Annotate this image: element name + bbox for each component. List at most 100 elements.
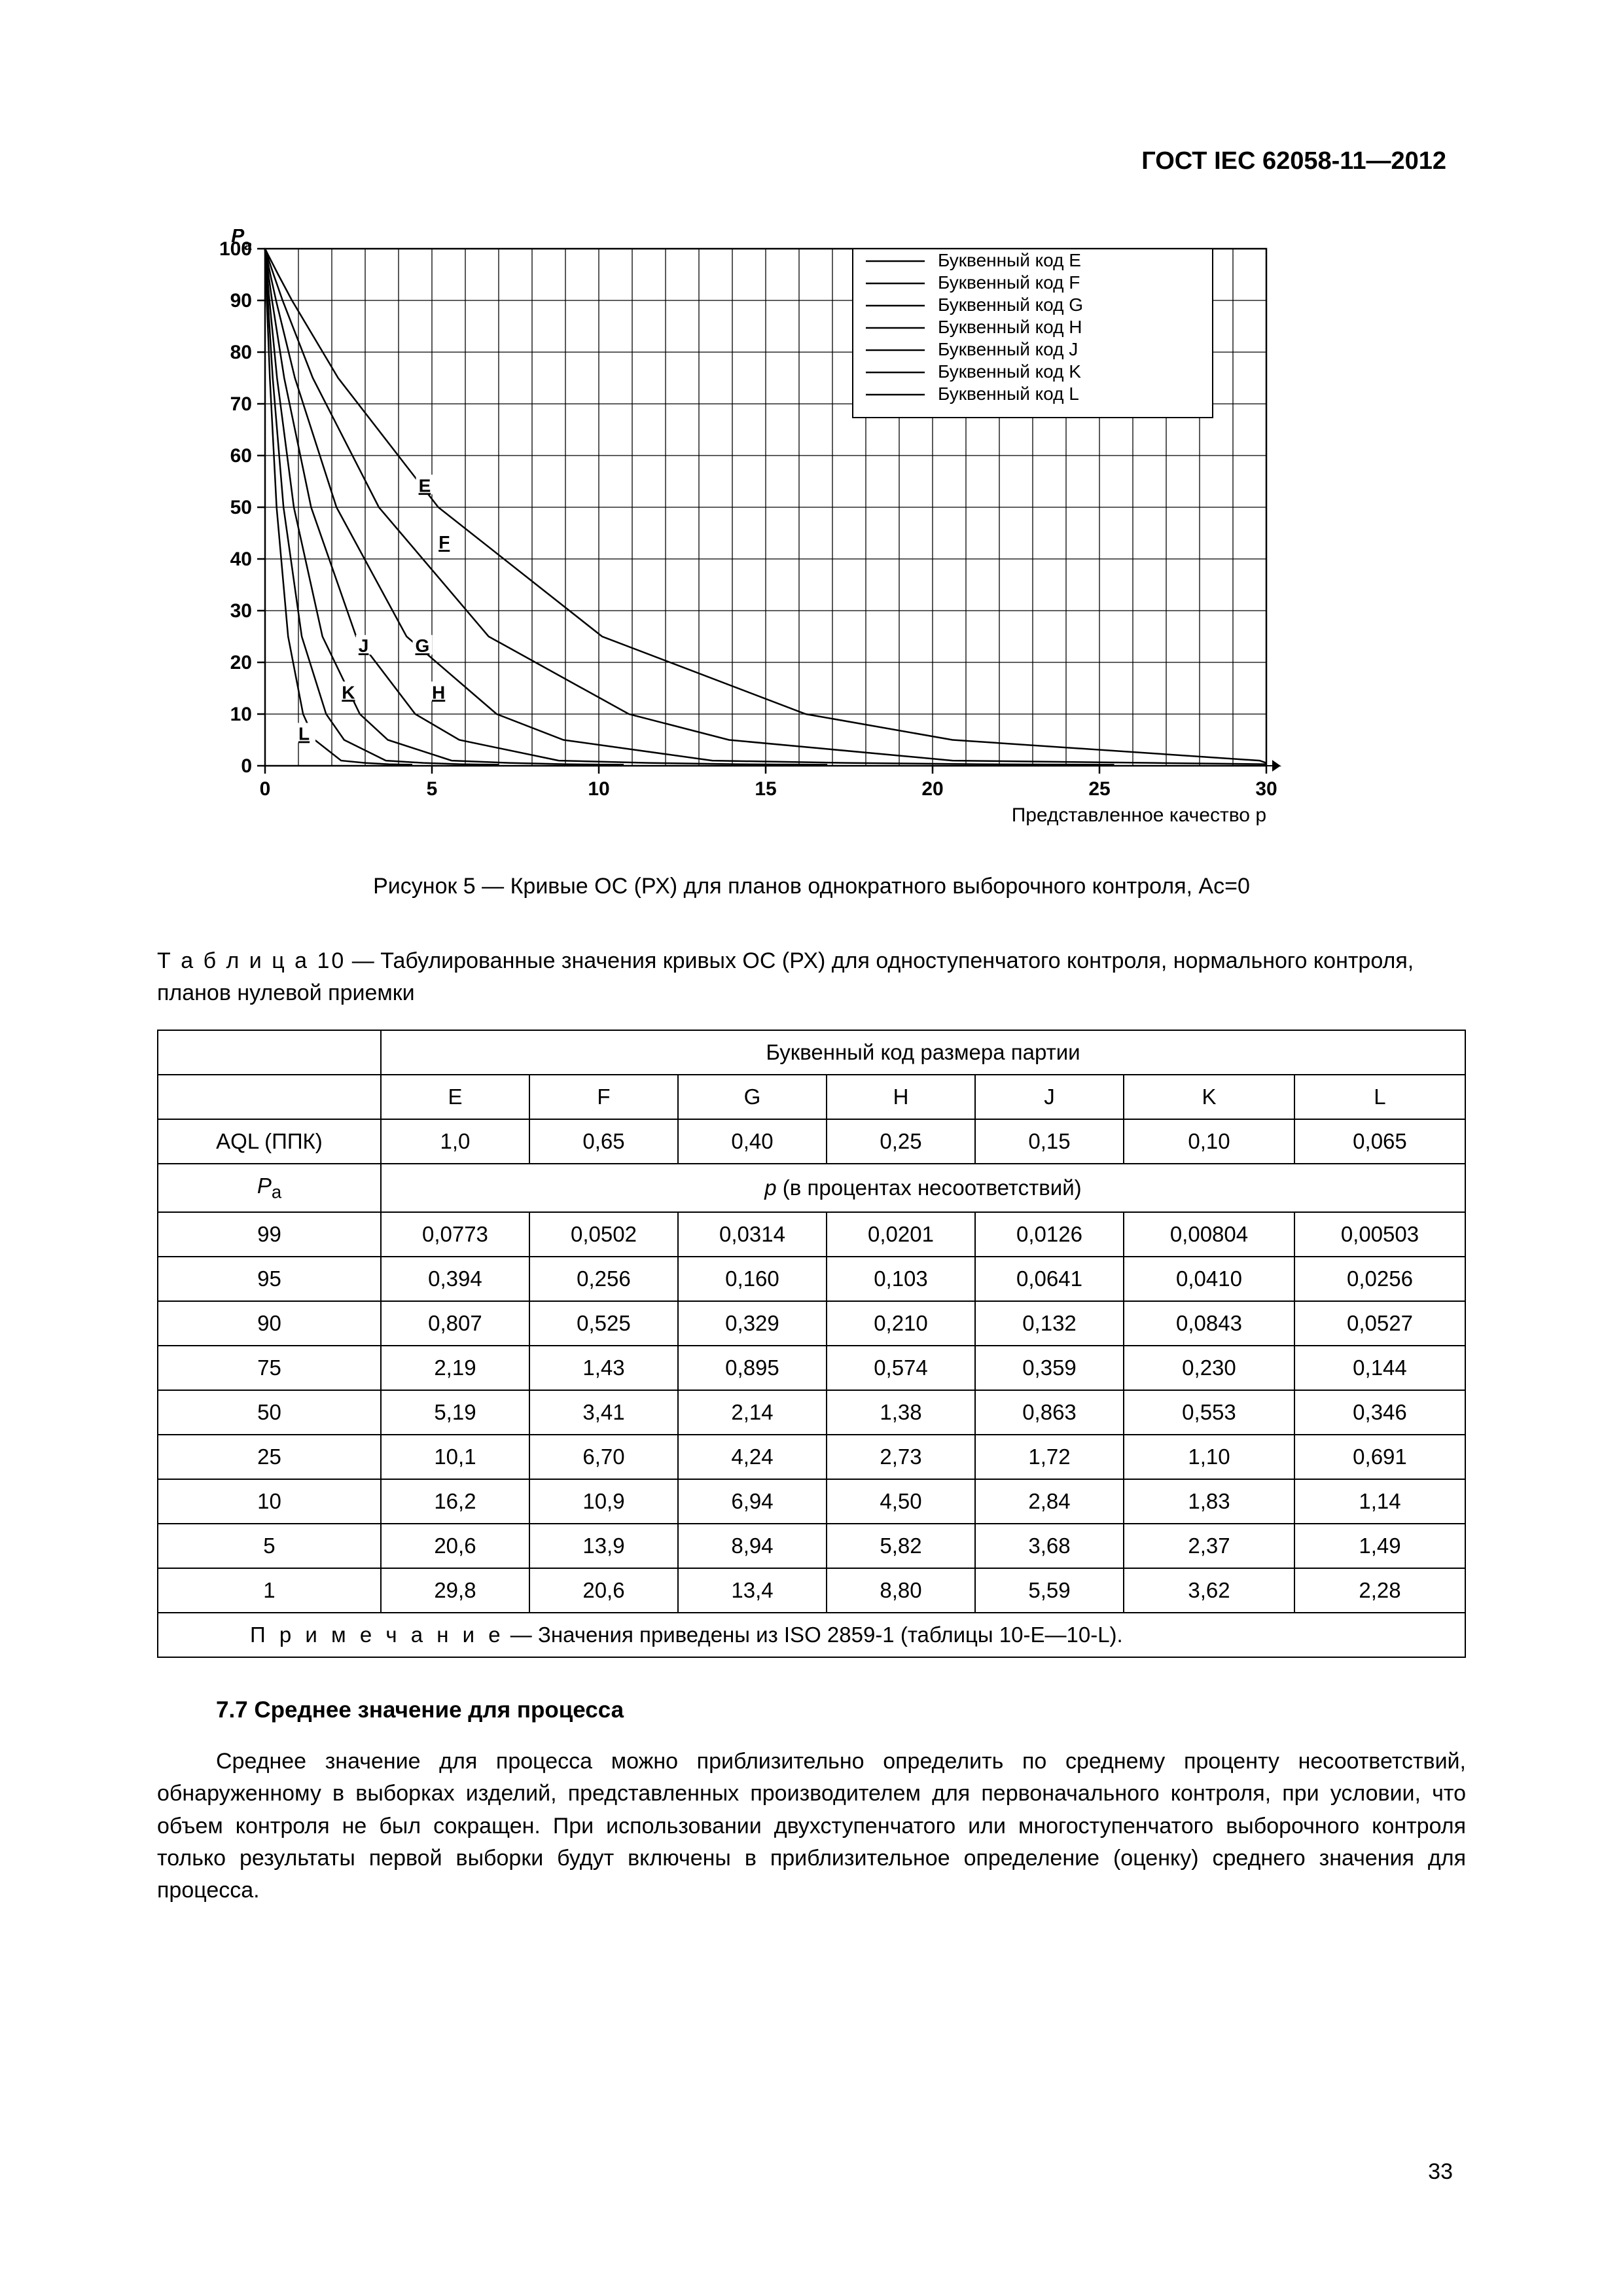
table-value: 3,41 xyxy=(529,1390,678,1435)
table-note: П р и м е ч а н и е — Значения приведены… xyxy=(158,1613,1465,1657)
table-col-L: L xyxy=(1294,1075,1465,1119)
table-value: 1,83 xyxy=(1124,1479,1294,1524)
svg-text:L: L xyxy=(298,724,310,744)
table-value: 0,0410 xyxy=(1124,1257,1294,1301)
table-value: 0,0773 xyxy=(381,1212,529,1257)
table-value: 1,72 xyxy=(975,1435,1124,1479)
table-value: 1,49 xyxy=(1294,1524,1465,1568)
table-value: 0,359 xyxy=(975,1346,1124,1390)
table-value: 2,14 xyxy=(678,1390,827,1435)
table-value: 0,0527 xyxy=(1294,1301,1465,1346)
svg-text:Буквенный код L: Буквенный код L xyxy=(938,384,1079,404)
table-caption: Т а б л и ц а 10 — Табулированные значен… xyxy=(157,945,1466,1010)
svg-text:0: 0 xyxy=(260,778,271,800)
svg-text:15: 15 xyxy=(755,778,776,800)
aql-cell: 0,065 xyxy=(1294,1119,1465,1164)
table-value: 0,346 xyxy=(1294,1390,1465,1435)
table-value: 10,1 xyxy=(381,1435,529,1479)
svg-text:H: H xyxy=(432,682,445,702)
table-value: 16,2 xyxy=(381,1479,529,1524)
table-col-G: G xyxy=(678,1075,827,1119)
svg-text:Буквенный код K: Буквенный код K xyxy=(938,361,1081,382)
table-value: 1,43 xyxy=(529,1346,678,1390)
table-col-J: J xyxy=(975,1075,1124,1119)
svg-text:20: 20 xyxy=(230,652,252,673)
pa-level: 5 xyxy=(158,1524,381,1568)
svg-text:J: J xyxy=(359,636,369,656)
table-value: 0,0641 xyxy=(975,1257,1124,1301)
table-value: 0,574 xyxy=(827,1346,975,1390)
svg-text:K: K xyxy=(342,682,355,702)
pa-level: 99 xyxy=(158,1212,381,1257)
table-value: 0,807 xyxy=(381,1301,529,1346)
pa-level: 1 xyxy=(158,1568,381,1613)
svg-text:40: 40 xyxy=(230,548,252,570)
table-value: 0,230 xyxy=(1124,1346,1294,1390)
pa-level: 25 xyxy=(158,1435,381,1479)
table-value: 1,10 xyxy=(1124,1435,1294,1479)
table-value: 2,28 xyxy=(1294,1568,1465,1613)
table-caption-prefix: Т а б л и ц а 10 xyxy=(157,948,346,973)
figure-caption: Рисунок 5 — Кривые ОС (РХ) для планов од… xyxy=(157,874,1466,899)
pa-level: 75 xyxy=(158,1346,381,1390)
svg-text:Буквенный код E: Буквенный код E xyxy=(938,250,1081,270)
svg-text:10: 10 xyxy=(230,704,252,725)
table-corner xyxy=(158,1075,381,1119)
table-value: 6,70 xyxy=(529,1435,678,1479)
table-value: 29,8 xyxy=(381,1568,529,1613)
table-value: 5,82 xyxy=(827,1524,975,1568)
aql-cell: 1,0 xyxy=(381,1119,529,1164)
table-caption-rest: — Табулированные значения кривых ОС (РХ)… xyxy=(157,948,1414,1005)
svg-text:100: 100 xyxy=(219,238,252,260)
table-value: 8,94 xyxy=(678,1524,827,1568)
table-value: 4,24 xyxy=(678,1435,827,1479)
table-value: 3,62 xyxy=(1124,1568,1294,1613)
svg-text:Буквенный код F: Буквенный код F xyxy=(938,272,1080,293)
table-value: 0,0843 xyxy=(1124,1301,1294,1346)
table-col-K: K xyxy=(1124,1075,1294,1119)
table-value: 1,14 xyxy=(1294,1479,1465,1524)
table-col-F: F xyxy=(529,1075,678,1119)
page-number: 33 xyxy=(1428,2159,1453,2185)
doc-header: ГОСТ IEC 62058-11—2012 xyxy=(1141,147,1446,175)
table-value: 0,0502 xyxy=(529,1212,678,1257)
table-value: 0,256 xyxy=(529,1257,678,1301)
aql-cell: 0,15 xyxy=(975,1119,1124,1164)
table-value: 20,6 xyxy=(529,1568,678,1613)
table-value: 4,50 xyxy=(827,1479,975,1524)
svg-text:50: 50 xyxy=(230,497,252,518)
section-paragraph: Среднее значение для процесса можно приб… xyxy=(157,1746,1466,1907)
svg-text:Представленное качество p: Представленное качество p xyxy=(1012,804,1266,826)
table-value: 10,9 xyxy=(529,1479,678,1524)
svg-text:30: 30 xyxy=(1255,778,1277,800)
aql-cell: 0,65 xyxy=(529,1119,678,1164)
table-value: 0,132 xyxy=(975,1301,1124,1346)
table-col-H: H xyxy=(827,1075,975,1119)
table-value: 1,38 xyxy=(827,1390,975,1435)
table-value: 0,0314 xyxy=(678,1212,827,1257)
table-value: 0,525 xyxy=(529,1301,678,1346)
table-value: 0,103 xyxy=(827,1257,975,1301)
table-value: 13,9 xyxy=(529,1524,678,1568)
table-value: 2,73 xyxy=(827,1435,975,1479)
svg-text:G: G xyxy=(416,636,430,656)
table-value: 0,144 xyxy=(1294,1346,1465,1390)
svg-text:0: 0 xyxy=(241,755,252,777)
svg-text:70: 70 xyxy=(230,393,252,415)
table-value: 2,84 xyxy=(975,1479,1124,1524)
table-value: 0,160 xyxy=(678,1257,827,1301)
svg-text:Буквенный код H: Буквенный код H xyxy=(938,317,1082,337)
pa-label: Pa xyxy=(158,1164,381,1213)
table-value: 13,4 xyxy=(678,1568,827,1613)
table-value: 0,329 xyxy=(678,1301,827,1346)
table-value: 0,00804 xyxy=(1124,1212,1294,1257)
table-value: 0,394 xyxy=(381,1257,529,1301)
svg-text:5: 5 xyxy=(427,778,438,800)
table-value: 6,94 xyxy=(678,1479,827,1524)
svg-text:Буквенный код J: Буквенный код J xyxy=(938,339,1078,359)
pa-level: 10 xyxy=(158,1479,381,1524)
table-value: 0,0256 xyxy=(1294,1257,1465,1301)
svg-text:20: 20 xyxy=(921,778,943,800)
table-value: 0,691 xyxy=(1294,1435,1465,1479)
table-value: 2,37 xyxy=(1124,1524,1294,1568)
